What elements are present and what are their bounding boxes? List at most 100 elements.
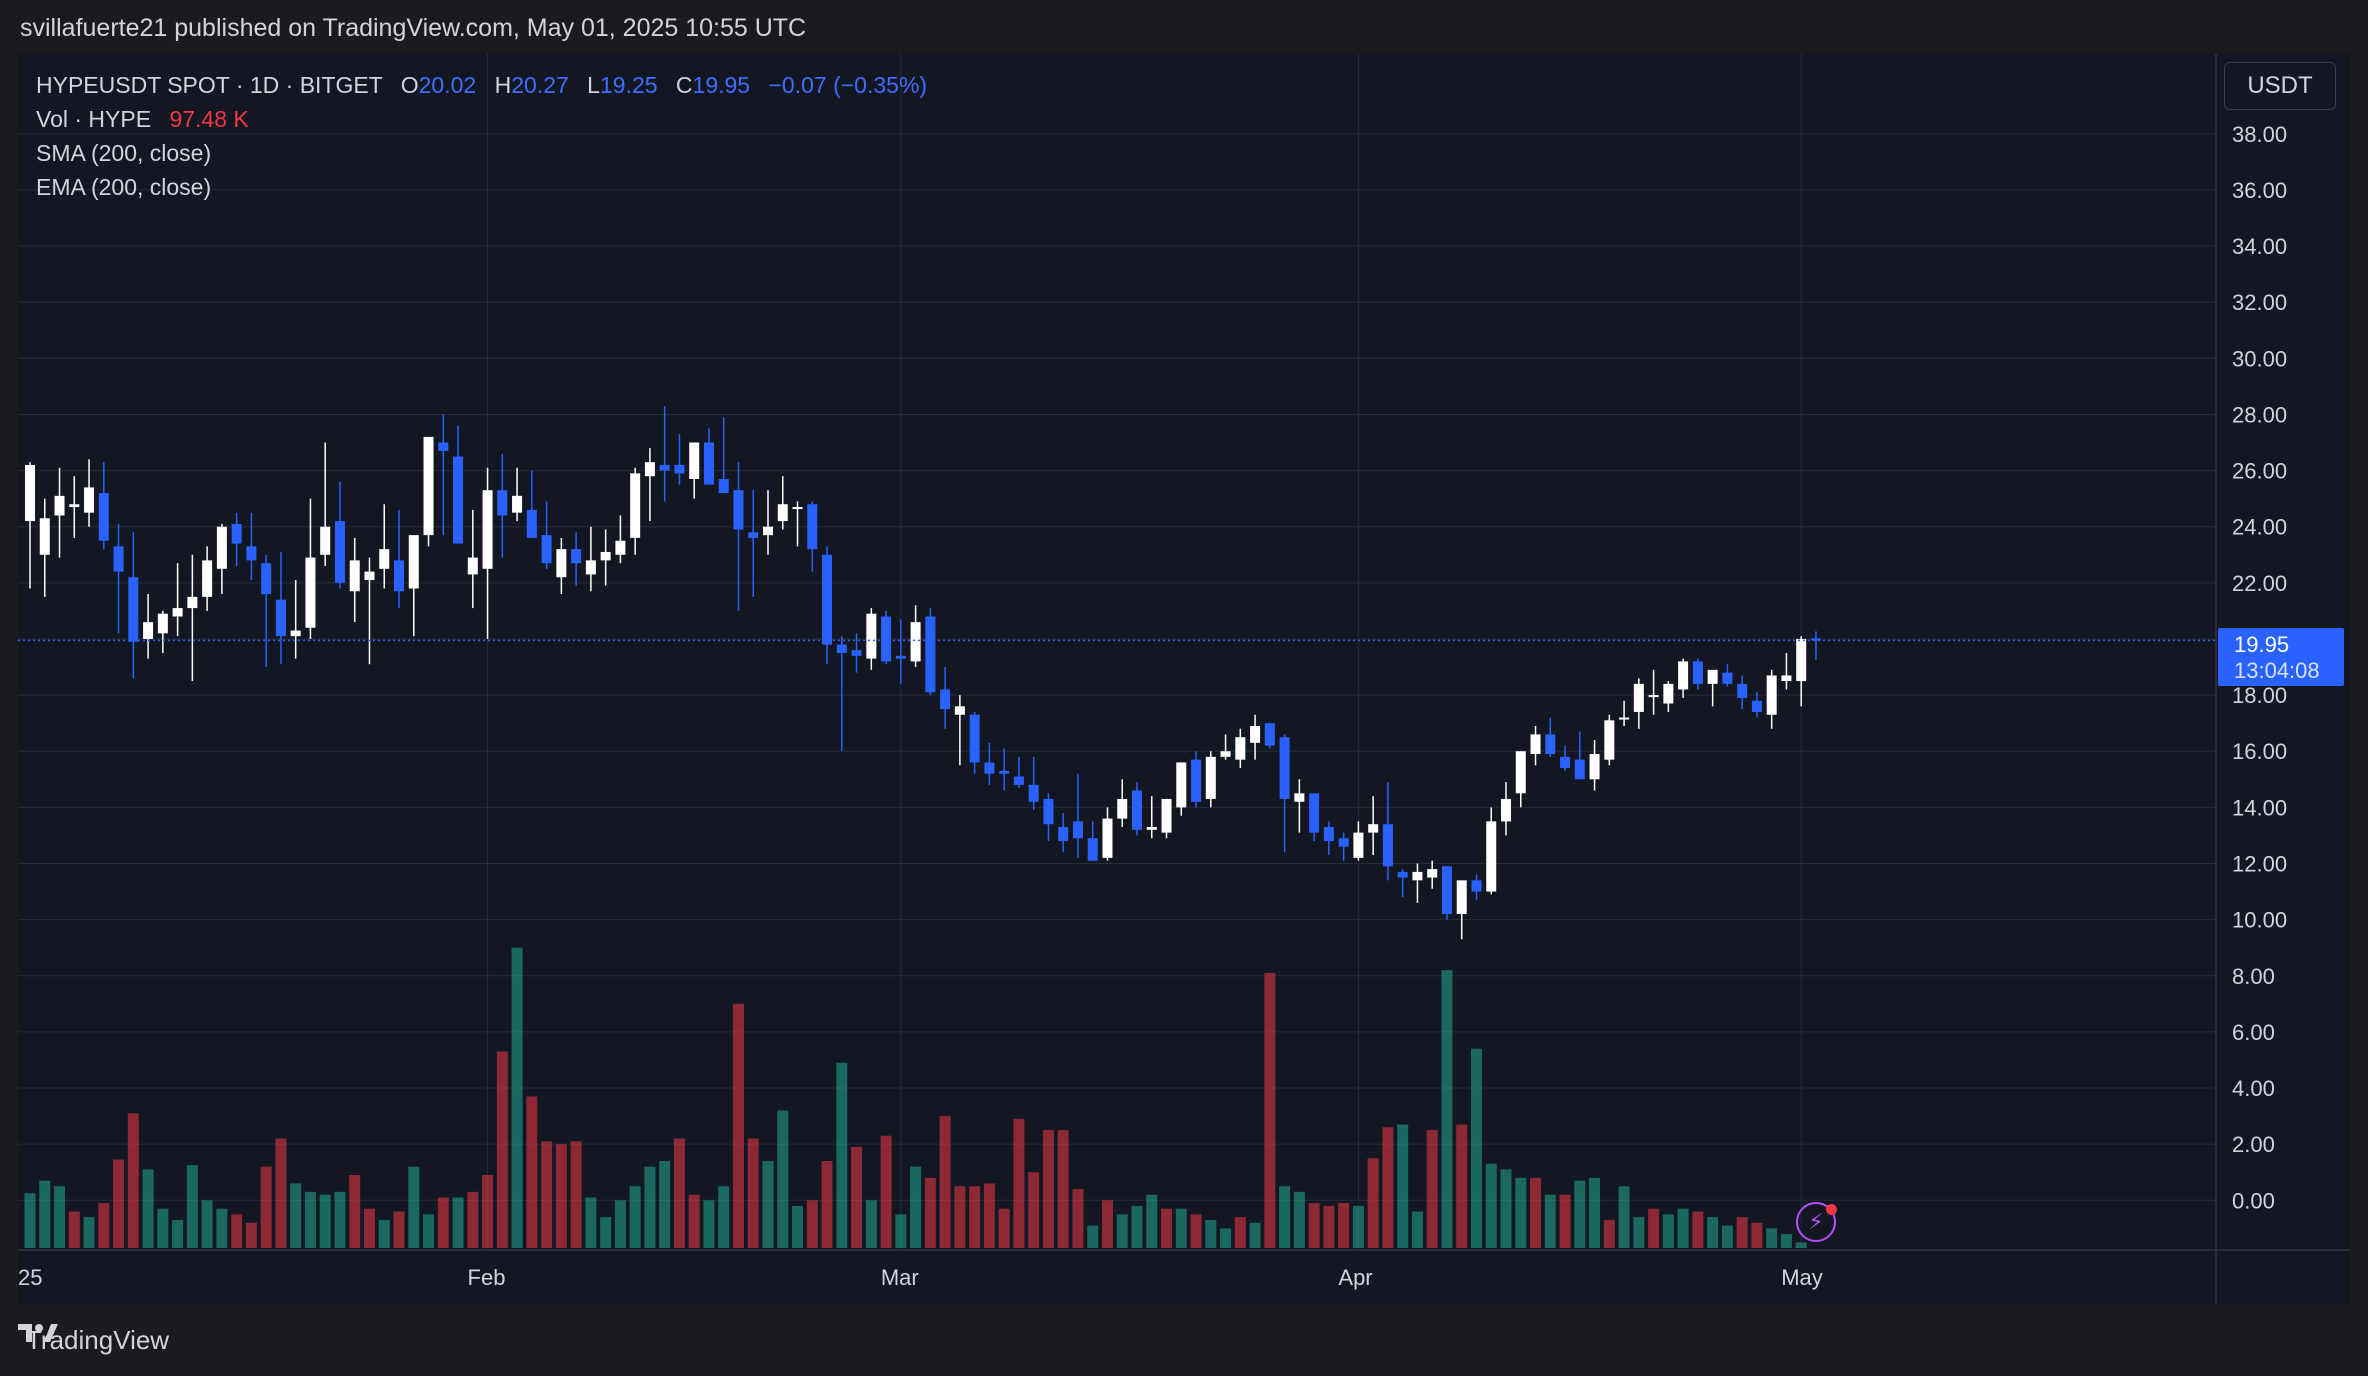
candle-body[interactable] bbox=[394, 560, 404, 592]
candle-body[interactable] bbox=[202, 560, 213, 597]
candle-body[interactable] bbox=[1132, 790, 1142, 830]
candle-body[interactable] bbox=[644, 462, 655, 477]
candle-body[interactable] bbox=[98, 493, 109, 541]
candle-body[interactable] bbox=[1102, 818, 1113, 858]
candle-body[interactable] bbox=[571, 549, 582, 564]
candle-body[interactable] bbox=[1796, 638, 1807, 682]
candle-body[interactable] bbox=[1338, 838, 1349, 847]
candle-body[interactable] bbox=[1530, 734, 1541, 755]
candle-body[interactable] bbox=[1589, 754, 1600, 780]
candle-body[interactable] bbox=[1810, 638, 1821, 641]
candle-body[interactable] bbox=[630, 473, 641, 538]
candle-body[interactable] bbox=[866, 613, 877, 659]
candle-body[interactable] bbox=[1058, 827, 1069, 842]
candle-body[interactable] bbox=[556, 549, 567, 578]
candle-body[interactable] bbox=[1501, 798, 1511, 822]
volume-row[interactable]: Vol · HYPE 97.48 K bbox=[36, 102, 927, 136]
candle-body[interactable] bbox=[246, 546, 257, 561]
candle-body[interactable] bbox=[216, 526, 227, 569]
candle-body[interactable] bbox=[1574, 759, 1585, 780]
candle-body[interactable] bbox=[379, 549, 390, 569]
candle-body[interactable] bbox=[1043, 798, 1054, 825]
candle-body[interactable] bbox=[1412, 871, 1423, 881]
candle-body[interactable] bbox=[1737, 683, 1748, 698]
candle-body[interactable] bbox=[113, 546, 124, 572]
candle-body[interactable] bbox=[1323, 827, 1334, 842]
candle-body[interactable] bbox=[1486, 821, 1497, 892]
symbol-label[interactable]: HYPEUSDT SPOT · 1D · BITGET bbox=[36, 72, 383, 98]
chart-panel[interactable]: 38.00 36.00 34.00 32.00 30.00 28.00 26.00 24.00… bbox=[18, 54, 2350, 1304]
candle-body[interactable] bbox=[25, 464, 35, 522]
candle-body[interactable] bbox=[157, 613, 168, 634]
candle-body[interactable] bbox=[1176, 762, 1187, 808]
candle-body[interactable] bbox=[526, 509, 537, 538]
candle-body[interactable] bbox=[763, 526, 773, 536]
candle-body[interactable] bbox=[895, 655, 906, 659]
candle-body[interactable] bbox=[1294, 793, 1305, 802]
candle-body[interactable] bbox=[1633, 683, 1644, 712]
candle-body[interactable] bbox=[39, 518, 50, 555]
candle-body[interactable] bbox=[615, 540, 626, 555]
candle-body[interactable] bbox=[1766, 675, 1777, 715]
candle-body[interactable] bbox=[1678, 661, 1689, 690]
candle-body[interactable] bbox=[334, 521, 345, 583]
price-chart[interactable]: 38.00 36.00 34.00 32.00 30.00 28.00 26.00 24.00… bbox=[18, 54, 2350, 1304]
candle-body[interactable] bbox=[689, 442, 700, 479]
candle-body[interactable] bbox=[482, 490, 493, 569]
candle-body[interactable] bbox=[1117, 798, 1128, 819]
candle-body[interactable] bbox=[1456, 880, 1467, 915]
candle-body[interactable] bbox=[364, 571, 375, 581]
candle-body[interactable] bbox=[925, 616, 936, 693]
candle-body[interactable] bbox=[1309, 793, 1320, 833]
candle-body[interactable] bbox=[836, 644, 847, 653]
candle-body[interactable] bbox=[541, 535, 552, 564]
candle-body[interactable] bbox=[54, 495, 65, 516]
candle-body[interactable] bbox=[984, 762, 995, 774]
candle-body[interactable] bbox=[1692, 661, 1703, 684]
candle-body[interactable] bbox=[423, 436, 434, 536]
candle-body[interactable] bbox=[1604, 720, 1615, 760]
candle-body[interactable] bbox=[1264, 723, 1275, 746]
candle-body[interactable] bbox=[84, 487, 95, 513]
candle-body[interactable] bbox=[1205, 756, 1216, 799]
candle-body[interactable] bbox=[453, 456, 464, 544]
candle-body[interactable] bbox=[600, 551, 611, 561]
candle-body[interactable] bbox=[1161, 798, 1172, 833]
candle-body[interactable] bbox=[999, 770, 1010, 774]
candle-body[interactable] bbox=[1191, 759, 1202, 802]
ema-indicator[interactable]: EMA (200, close) bbox=[36, 174, 212, 200]
candle-body[interactable] bbox=[777, 504, 788, 522]
candle-body[interactable] bbox=[1087, 838, 1098, 861]
candle-body[interactable] bbox=[1781, 675, 1792, 682]
candle-body[interactable] bbox=[674, 464, 685, 474]
candle-body[interactable] bbox=[969, 714, 980, 763]
candle-body[interactable] bbox=[733, 490, 744, 530]
candle-body[interactable] bbox=[408, 535, 419, 589]
candle-body[interactable] bbox=[305, 557, 316, 628]
candle-body[interactable] bbox=[851, 650, 862, 656]
sma-indicator[interactable]: SMA (200, close) bbox=[36, 140, 212, 166]
candle-body[interactable] bbox=[1220, 751, 1231, 757]
candle-body[interactable] bbox=[792, 507, 803, 510]
candle-body[interactable] bbox=[940, 689, 951, 710]
candle-body[interactable] bbox=[275, 599, 286, 637]
candle-body[interactable] bbox=[69, 504, 80, 508]
candle-body[interactable] bbox=[718, 478, 729, 494]
candle-body[interactable] bbox=[1368, 824, 1379, 833]
candle-body[interactable] bbox=[822, 554, 833, 645]
candle-body[interactable] bbox=[187, 596, 198, 609]
candle-body[interactable] bbox=[1707, 669, 1718, 684]
candle-body[interactable] bbox=[1353, 832, 1364, 858]
candle-body[interactable] bbox=[1250, 725, 1261, 743]
candle-body[interactable] bbox=[1382, 824, 1393, 867]
candle-body[interactable] bbox=[1441, 866, 1452, 915]
candle-body[interactable] bbox=[1397, 871, 1408, 878]
candle-body[interactable] bbox=[497, 490, 508, 516]
candle-body[interactable] bbox=[1013, 776, 1024, 785]
candle-body[interactable] bbox=[1722, 672, 1733, 684]
candle-body[interactable] bbox=[1235, 737, 1246, 760]
candle-body[interactable] bbox=[1663, 683, 1674, 704]
candle-body[interactable] bbox=[1279, 737, 1290, 799]
candle-body[interactable] bbox=[807, 504, 818, 550]
candle-body[interactable] bbox=[231, 523, 242, 544]
